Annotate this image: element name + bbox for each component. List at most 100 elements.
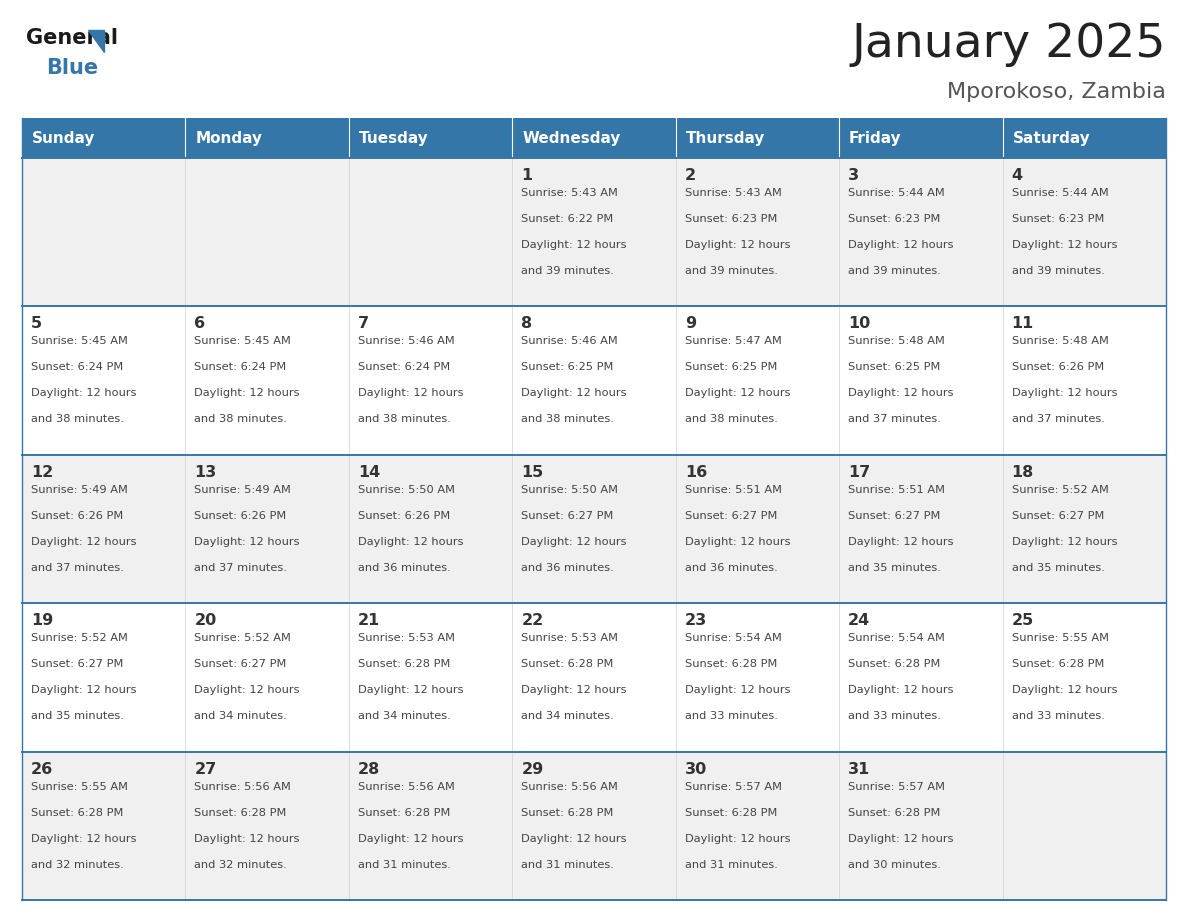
Bar [1003,603,1165,752]
Text: Sunset: 6:27 PM: Sunset: 6:27 PM [684,510,777,521]
Text: Sunset: 6:28 PM: Sunset: 6:28 PM [31,808,124,818]
Text: Daylight: 12 hours: Daylight: 12 hours [848,834,954,844]
Text: Sunrise: 5:45 AM: Sunrise: 5:45 AM [195,336,291,346]
Bar [839,752,1003,900]
Text: and 39 minutes.: and 39 minutes. [848,266,941,276]
Text: Sunrise: 5:53 AM: Sunrise: 5:53 AM [522,633,618,644]
Text: and 33 minutes.: and 33 minutes. [1011,711,1105,722]
Text: 7: 7 [358,317,369,331]
Text: Sunset: 6:25 PM: Sunset: 6:25 PM [684,363,777,373]
Text: Sunrise: 5:43 AM: Sunrise: 5:43 AM [684,188,782,198]
Bar [512,158,676,307]
Text: and 32 minutes.: and 32 minutes. [195,859,287,869]
Text: Daylight: 12 hours: Daylight: 12 hours [522,240,627,250]
Bar [349,158,512,307]
Text: Sunrise: 5:50 AM: Sunrise: 5:50 AM [522,485,618,495]
Text: Saturday: Saturday [1012,130,1091,145]
Text: and 31 minutes.: and 31 minutes. [522,859,614,869]
Text: Sunset: 6:23 PM: Sunset: 6:23 PM [848,214,941,224]
Text: Daylight: 12 hours: Daylight: 12 hours [522,388,627,398]
Text: Sunset: 6:28 PM: Sunset: 6:28 PM [195,808,286,818]
Text: Sunrise: 5:52 AM: Sunrise: 5:52 AM [195,633,291,644]
Text: Daylight: 12 hours: Daylight: 12 hours [195,685,299,695]
Text: Friday: Friday [849,130,902,145]
Bar [185,603,349,752]
Bar [839,603,1003,752]
Text: Daylight: 12 hours: Daylight: 12 hours [31,388,137,398]
Text: 16: 16 [684,465,707,480]
Text: Sunset: 6:28 PM: Sunset: 6:28 PM [684,659,777,669]
Text: Sunset: 6:27 PM: Sunset: 6:27 PM [195,659,286,669]
Text: Sunset: 6:28 PM: Sunset: 6:28 PM [522,808,614,818]
Text: Sunset: 6:23 PM: Sunset: 6:23 PM [1011,214,1104,224]
Text: Daylight: 12 hours: Daylight: 12 hours [31,685,137,695]
Text: and 35 minutes.: and 35 minutes. [31,711,124,722]
Text: and 35 minutes.: and 35 minutes. [1011,563,1105,573]
Text: General: General [26,28,118,48]
Text: Daylight: 12 hours: Daylight: 12 hours [358,685,463,695]
Text: 13: 13 [195,465,216,480]
Text: Sunset: 6:28 PM: Sunset: 6:28 PM [848,808,941,818]
Text: and 30 minutes.: and 30 minutes. [848,859,941,869]
Text: Sunset: 6:25 PM: Sunset: 6:25 PM [522,363,614,373]
Text: Sunrise: 5:43 AM: Sunrise: 5:43 AM [522,188,618,198]
Text: 18: 18 [1011,465,1034,480]
Text: Sunset: 6:24 PM: Sunset: 6:24 PM [358,363,450,373]
Text: Daylight: 12 hours: Daylight: 12 hours [848,388,954,398]
Text: January 2025: January 2025 [852,22,1165,67]
Text: and 33 minutes.: and 33 minutes. [848,711,941,722]
Text: 12: 12 [31,465,53,480]
Bar [349,603,512,752]
Bar [185,158,349,307]
Text: 27: 27 [195,762,216,777]
Text: Sunset: 6:28 PM: Sunset: 6:28 PM [522,659,614,669]
Bar [23,603,185,752]
Bar [676,603,839,752]
Text: and 36 minutes.: and 36 minutes. [684,563,777,573]
Text: Mporokoso, Zambia: Mporokoso, Zambia [947,82,1165,102]
Text: 2: 2 [684,168,696,183]
Text: 29: 29 [522,762,544,777]
Text: Daylight: 12 hours: Daylight: 12 hours [1011,537,1117,547]
Text: 8: 8 [522,317,532,331]
Text: 25: 25 [1011,613,1034,628]
Bar [1003,307,1165,454]
Text: and 39 minutes.: and 39 minutes. [684,266,778,276]
Text: Sunset: 6:27 PM: Sunset: 6:27 PM [1011,510,1104,521]
Text: 10: 10 [848,317,871,331]
Bar [23,454,185,603]
Text: Sunrise: 5:56 AM: Sunrise: 5:56 AM [195,781,291,791]
Bar [1003,752,1165,900]
Text: 9: 9 [684,317,696,331]
Text: Sunrise: 5:44 AM: Sunrise: 5:44 AM [1011,188,1108,198]
Text: Daylight: 12 hours: Daylight: 12 hours [522,834,627,844]
Text: 31: 31 [848,762,871,777]
Text: Daylight: 12 hours: Daylight: 12 hours [358,834,463,844]
Text: and 31 minutes.: and 31 minutes. [358,859,450,869]
Text: Tuesday: Tuesday [359,130,429,145]
Text: Daylight: 12 hours: Daylight: 12 hours [31,537,137,547]
Bar [512,603,676,752]
Bar [23,118,185,158]
Text: Sunrise: 5:56 AM: Sunrise: 5:56 AM [522,781,618,791]
Text: 5: 5 [31,317,42,331]
Text: and 37 minutes.: and 37 minutes. [195,563,287,573]
Text: 19: 19 [31,613,53,628]
Bar [676,752,839,900]
Bar [1003,118,1165,158]
Text: Sunrise: 5:52 AM: Sunrise: 5:52 AM [1011,485,1108,495]
Bar [349,307,512,454]
Text: Sunset: 6:28 PM: Sunset: 6:28 PM [358,659,450,669]
Bar [512,752,676,900]
Text: Sunrise: 5:48 AM: Sunrise: 5:48 AM [848,336,944,346]
Text: and 38 minutes.: and 38 minutes. [358,414,450,424]
Text: 20: 20 [195,613,216,628]
Bar [676,118,839,158]
Text: 3: 3 [848,168,859,183]
Text: Sunrise: 5:49 AM: Sunrise: 5:49 AM [195,485,291,495]
Text: Sunset: 6:28 PM: Sunset: 6:28 PM [358,808,450,818]
Text: Wednesday: Wednesday [522,130,620,145]
Text: Daylight: 12 hours: Daylight: 12 hours [848,537,954,547]
Text: Sunrise: 5:49 AM: Sunrise: 5:49 AM [31,485,128,495]
Text: 26: 26 [31,762,53,777]
